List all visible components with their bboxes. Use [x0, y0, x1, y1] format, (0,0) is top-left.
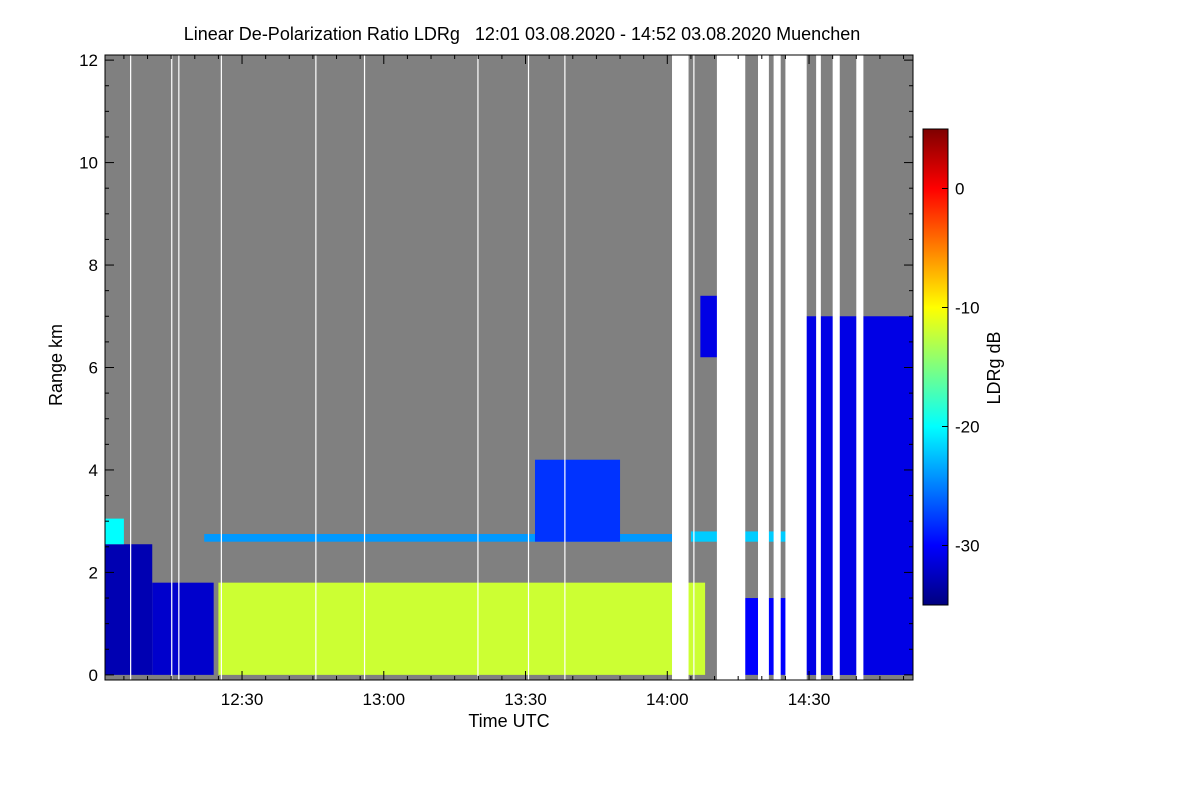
data-gap	[816, 55, 821, 680]
colorbar-gradient	[922, 128, 949, 606]
colorbar-tick-label: 0	[955, 180, 964, 199]
colorbar: 0 -10 -20 -30 LDRg dB	[922, 128, 1004, 606]
data-gap	[832, 55, 840, 680]
data-gap	[527, 55, 530, 680]
y-tick-label: 0	[89, 666, 98, 685]
echo-layers	[105, 295, 913, 675]
layer-aerosol-layer	[204, 533, 677, 542]
data-gap	[477, 55, 479, 680]
layer-fall-streaks	[534, 459, 621, 542]
layer-low-level-particles	[218, 582, 706, 675]
data-gap	[672, 55, 689, 680]
y-axis: 0 2 4 6 8 10 12	[79, 51, 913, 685]
data-gap	[220, 55, 222, 680]
y-tick-label: 10	[79, 154, 98, 173]
layer-surface-depolarization-block	[105, 544, 153, 675]
plot-area	[104, 54, 914, 681]
chart-title: Linear De-Polarization Ratio LDRg 12:01 …	[184, 24, 860, 44]
data-gap	[130, 55, 132, 680]
data-gap	[785, 55, 807, 680]
data-gap	[693, 55, 695, 680]
y-tick-label: 4	[89, 461, 98, 480]
y-tick-label: 12	[79, 51, 98, 70]
data-gap	[315, 55, 317, 680]
data-gap	[856, 55, 864, 680]
x-tick-label: 12:30	[221, 690, 264, 709]
x-tick-label: 13:30	[504, 690, 547, 709]
colorbar-tick-label: -10	[955, 299, 980, 318]
data-gap	[773, 55, 781, 680]
data-gaps	[130, 55, 864, 680]
x-tick-label: 13:00	[363, 690, 406, 709]
data-gap	[171, 55, 173, 680]
x-tick-label: 14:30	[788, 690, 831, 709]
colorbar-ticks: 0 -10 -20 -30	[942, 180, 980, 556]
data-gap	[758, 55, 769, 680]
data-gap	[716, 55, 746, 680]
y-axis-label: Range km	[46, 324, 66, 406]
y-tick-label: 8	[89, 256, 98, 275]
x-tick-label: 14:00	[646, 690, 689, 709]
x-axis-label: Time UTC	[468, 711, 549, 731]
layer-top-of-boundary-layer	[105, 518, 124, 545]
colorbar-label: LDRg dB	[984, 331, 1004, 404]
colorbar-tick-label: -20	[955, 418, 980, 437]
layer-boundary-layer-decay	[152, 582, 214, 675]
y-tick-label: 2	[89, 563, 98, 582]
y-tick-label: 6	[89, 359, 98, 378]
x-axis: 12:30 13:00 13:30 14:00 14:30	[123, 55, 905, 709]
data-gap	[178, 55, 180, 680]
data-gap	[363, 55, 366, 680]
layer-cloud-column	[700, 295, 720, 358]
layer-columns-late	[790, 316, 913, 675]
data-gap	[564, 55, 566, 680]
colorbar-tick-label: -30	[955, 537, 980, 556]
